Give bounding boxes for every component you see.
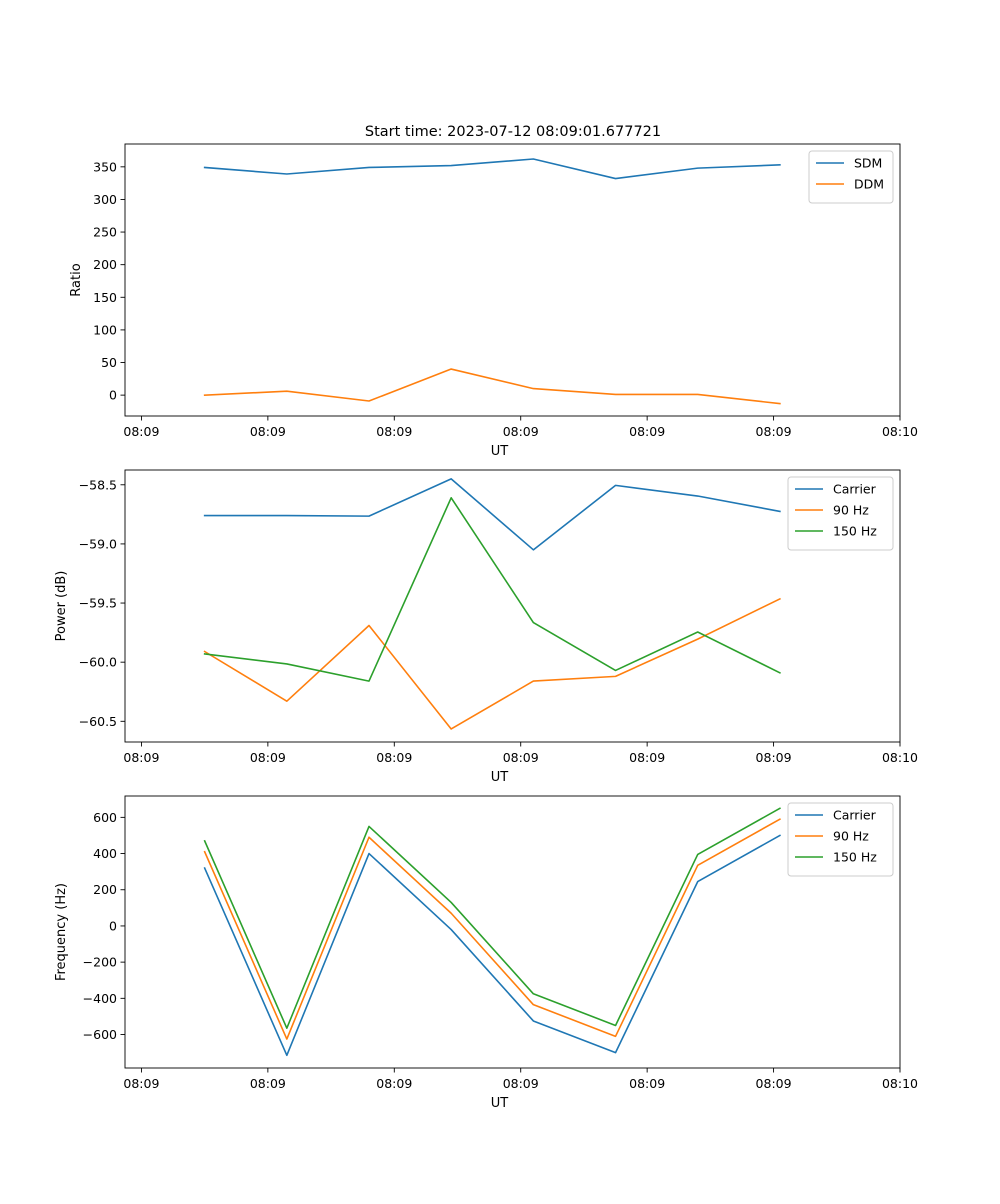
y-tick-label: 150: [93, 290, 117, 305]
panel-3: 08:09 08:09 08:09 08:09 08:09 08:09 08:10 −600 −…: [54, 796, 918, 1111]
x-tick-label: 08:09: [629, 750, 665, 765]
y-tick-label: −60.0: [79, 655, 117, 670]
legend: Carrier 90 Hz 150 Hz: [788, 477, 893, 550]
legend-label: SDM: [854, 156, 882, 171]
y-tick-label: 600: [93, 810, 117, 825]
axes-frame: [125, 796, 900, 1068]
legend: Carrier 90 Hz 150 Hz: [788, 803, 893, 876]
axes-frame: [125, 470, 900, 742]
x-tick-label: 08:09: [250, 1076, 286, 1091]
x-tick-label: 08:09: [503, 424, 539, 439]
x-tick-label: 08:09: [123, 750, 159, 765]
y-tick-label: 300: [93, 192, 117, 207]
x-tick-label: 08:09: [629, 1076, 665, 1091]
y-tick-label: −400: [83, 991, 117, 1006]
x-tick-label: 08:09: [503, 1076, 539, 1091]
y-tick-label: 250: [93, 225, 117, 240]
legend-label: 90 Hz: [833, 829, 869, 844]
y-tick-label: −58.5: [79, 477, 117, 492]
x-tick-label: 08:09: [376, 1076, 412, 1091]
x-tick-label: 08:09: [123, 1076, 159, 1091]
y-tick-label: −200: [83, 955, 117, 970]
y-tick-label: 400: [93, 846, 117, 861]
x-tick-label: 08:09: [756, 750, 792, 765]
y-axis-label: Ratio: [69, 263, 84, 296]
y-tick-label: 350: [93, 159, 117, 174]
panel-2: 08:09 08:09 08:09 08:09 08:09 08:09 08:10 −60.5…: [54, 470, 918, 785]
legend-label: 150 Hz: [833, 524, 877, 539]
y-axis-label: Frequency (Hz): [54, 883, 69, 981]
legend-label: Carrier: [833, 808, 877, 823]
series-line-90-hz: [205, 599, 780, 729]
legend-label: DDM: [854, 177, 884, 192]
y-tick-label: −59.5: [79, 596, 117, 611]
x-tick-label: 08:10: [882, 1076, 918, 1091]
y-tick-label: 0: [109, 388, 117, 403]
x-axis-label: UT: [491, 444, 509, 459]
y-tick-label: −60.5: [79, 714, 117, 729]
x-tick-label: 08:09: [250, 424, 286, 439]
series-line-carrier: [205, 479, 780, 550]
series-line-ddm: [205, 369, 780, 404]
x-tick-label: 08:09: [503, 750, 539, 765]
x-axis-label: UT: [491, 770, 509, 785]
x-tick-label: 08:09: [756, 424, 792, 439]
y-tick-label: −59.0: [79, 536, 117, 551]
legend-label: 90 Hz: [833, 503, 869, 518]
series-line-carrier: [205, 835, 780, 1055]
y-tick-label: 200: [93, 257, 117, 272]
x-tick-label: 08:09: [629, 424, 665, 439]
legend-label: 150 Hz: [833, 850, 877, 865]
y-tick-label: 200: [93, 882, 117, 897]
series-line-150-hz: [205, 808, 780, 1028]
x-tick-label: 08:09: [376, 424, 412, 439]
x-tick-label: 08:10: [882, 750, 918, 765]
x-tick-label: 08:09: [123, 424, 159, 439]
y-tick-label: 100: [93, 322, 117, 337]
x-tick-label: 08:10: [882, 424, 918, 439]
x-axis-label: UT: [491, 1096, 509, 1111]
legend-label: Carrier: [833, 482, 877, 497]
y-axis-label: Power (dB): [54, 571, 69, 642]
series-line-sdm: [205, 159, 780, 179]
y-tick-label: 50: [101, 355, 117, 370]
x-tick-label: 08:09: [376, 750, 412, 765]
panel-1: 08:09 08:09 08:09 08:09 08:09 08:09 08:10 0 50 10…: [69, 144, 918, 459]
x-tick-label: 08:09: [756, 1076, 792, 1091]
series-line-90-hz: [205, 819, 780, 1039]
legend: SDM DDM: [809, 151, 893, 203]
axes-frame: [125, 144, 900, 416]
series-line-150-hz: [205, 498, 780, 681]
chart-title: Start time: 2023-07-12 08:09:01.677721: [365, 124, 661, 140]
y-tick-label: −600: [83, 1027, 117, 1042]
y-tick-label: 0: [109, 918, 117, 933]
x-tick-label: 08:09: [250, 750, 286, 765]
